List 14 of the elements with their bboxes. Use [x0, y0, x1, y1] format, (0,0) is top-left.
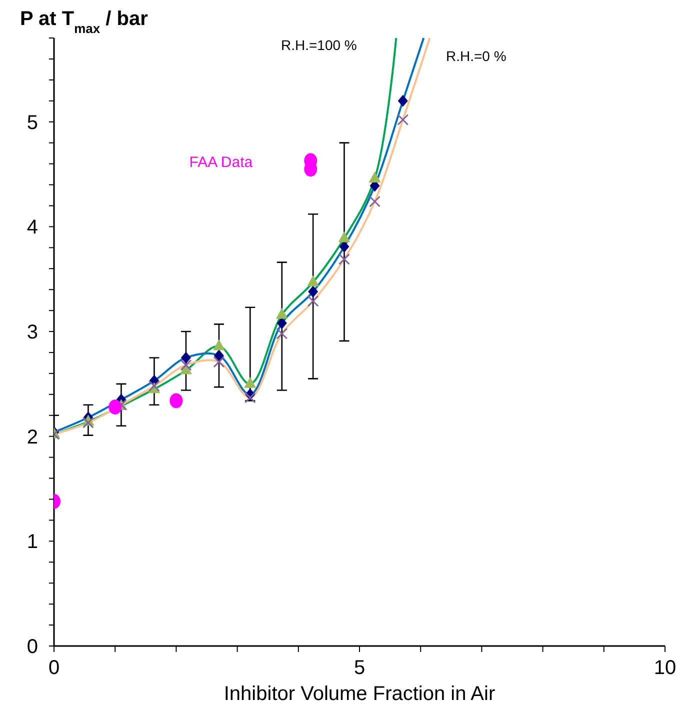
annotation: R.H.=0 % — [446, 48, 506, 64]
y-tick-label: 0 — [26, 636, 38, 658]
x-axis-title: Inhibitor Volume Fraction in Air — [224, 683, 496, 705]
text: FAA Data — [189, 154, 254, 172]
x-tick-label: 0 — [48, 657, 60, 679]
annotation: R.H.=100 % — [281, 37, 357, 53]
y-tick-label: 4 — [26, 216, 38, 239]
y-axis-title: P at T$_{max}$ / bar — [20, 8, 148, 36]
x-tick-label: 5 — [354, 657, 366, 679]
x-tick-label: 10 — [654, 657, 676, 679]
y-tick-label: 5 — [26, 112, 38, 134]
y-tick-label: 3 — [26, 322, 38, 344]
y-tick-label: 2 — [26, 426, 38, 448]
y-tick-label: 1 — [26, 531, 38, 554]
